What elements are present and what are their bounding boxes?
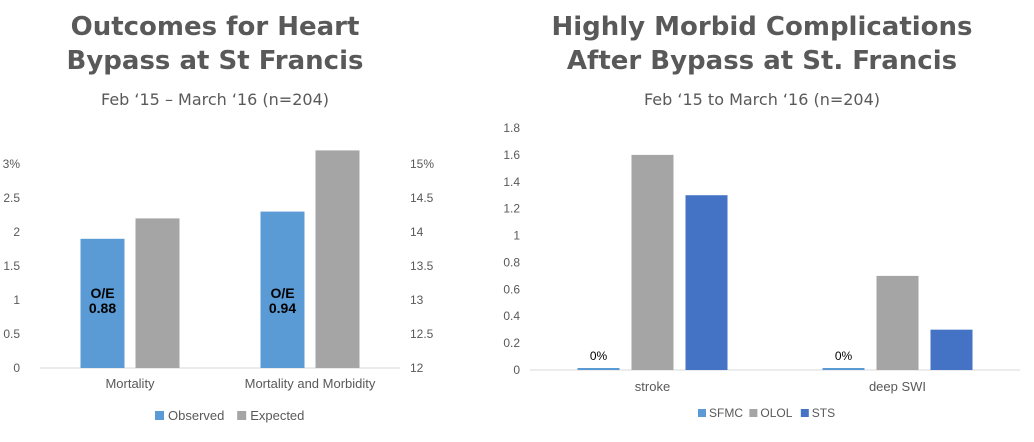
oe-annotation-label: O/E xyxy=(90,285,114,301)
y-axis-tick-label: 0.4 xyxy=(503,309,520,323)
y-axis-tick-label: 0.8 xyxy=(503,255,520,269)
right-chart-title-line-1: Highly Morbid Complications xyxy=(551,12,973,42)
legend-label-olol: OLOL xyxy=(760,406,792,420)
y-axis-tick-label: 1.2 xyxy=(503,202,520,216)
left-axis-tick-label: 0 xyxy=(13,361,20,375)
right-chart-panel: Highly Morbid Complications After Bypass… xyxy=(490,0,1034,442)
y-axis-tick-label: 0 xyxy=(513,363,520,377)
oe-annotation-value: 0.88 xyxy=(89,300,116,316)
bar-expected xyxy=(135,218,180,368)
right-axis-tick-label: 13 xyxy=(410,293,424,307)
legend-swatch-expected xyxy=(237,411,247,420)
legend-label-expected: Expected xyxy=(250,408,304,423)
right-axis-tick-label: 12.5 xyxy=(410,327,434,341)
legend-label-observed: Observed xyxy=(168,408,224,423)
bar-sfmc xyxy=(822,368,865,370)
right-chart-subtitle: Feb ‘15 to March ‘16 (n=204) xyxy=(643,90,881,109)
right-axis-tick-label: 14 xyxy=(410,225,424,239)
legend-swatch-sts xyxy=(800,409,809,417)
legend-swatch-observed xyxy=(155,411,164,420)
legend-swatch-olol xyxy=(749,409,758,417)
category-label: stroke xyxy=(635,379,670,394)
left-axis-tick-label: 3% xyxy=(3,157,21,171)
left-axis-tick-label: 0.5 xyxy=(3,327,20,341)
bar-sfmc xyxy=(577,368,620,370)
left-axis-tick-label: 1 xyxy=(13,293,20,307)
oe-annotation-label: O/E xyxy=(270,285,294,301)
right-axis-tick-label: 14.5 xyxy=(410,191,434,205)
left-chart-subtitle: Feb ‘15 – March ‘16 (n=204) xyxy=(101,90,329,109)
left-chart-svg: 0 0.5 1 1.5 2 2.5 3% 12 12.5 13 13.5 14 14.5 15% Morta… xyxy=(3,150,434,423)
right-chart-title: Highly Morbid Complications After Bypass… xyxy=(490,10,1034,78)
category-label: Mortality and Morbidity xyxy=(245,376,376,391)
y-axis-tick-label: 1.6 xyxy=(503,148,520,162)
right-axis-tick-label: 12 xyxy=(410,361,424,375)
y-axis-tick-label: 1 xyxy=(513,229,520,243)
data-label: 0% xyxy=(590,349,608,363)
left-chart-panel: Outcomes for Heart Bypass at St Francis … xyxy=(0,0,435,442)
data-label: 0% xyxy=(835,349,853,363)
right-axis-tick-label: 15% xyxy=(410,157,434,171)
oe-annotation-value: 0.94 xyxy=(269,300,296,316)
legend-label-sfmc: SFMC xyxy=(709,406,743,420)
right-chart-title-line-2: After Bypass at St. Francis xyxy=(566,46,958,76)
bar-observed xyxy=(80,238,125,368)
left-chart-title-line-1: Outcomes for Heart xyxy=(70,12,360,42)
right-axis-tick-label: 13.5 xyxy=(410,259,434,273)
category-label: Mortality xyxy=(105,376,155,391)
bar-sts xyxy=(930,329,973,370)
y-axis-tick-label: 0.2 xyxy=(503,336,520,350)
right-chart-svg: 0 0.2 0.4 0.6 0.8 1 1.2 1.4 1.6 1.8 stroke deep SWI… xyxy=(503,121,1020,420)
legend-label-sts: STS xyxy=(812,406,835,420)
left-axis-tick-label: 1.5 xyxy=(3,259,20,273)
left-chart-title-line-2: Bypass at St Francis xyxy=(66,46,364,76)
y-axis-tick-label: 0.6 xyxy=(503,282,520,296)
left-chart-title: Outcomes for Heart Bypass at St Francis xyxy=(0,10,430,78)
bar-observed xyxy=(260,211,305,368)
left-axis-tick-label: 2 xyxy=(13,225,20,239)
y-axis-tick-label: 1.8 xyxy=(503,121,520,135)
left-axis-tick-label: 2.5 xyxy=(3,191,20,205)
category-label: deep SWI xyxy=(869,379,926,394)
bar-olol xyxy=(631,154,674,370)
legend-swatch-sfmc xyxy=(698,409,706,417)
bar-olol xyxy=(876,275,919,370)
bar-sts xyxy=(685,195,728,370)
y-axis-tick-label: 1.4 xyxy=(503,175,520,189)
bar-expected xyxy=(315,150,360,368)
